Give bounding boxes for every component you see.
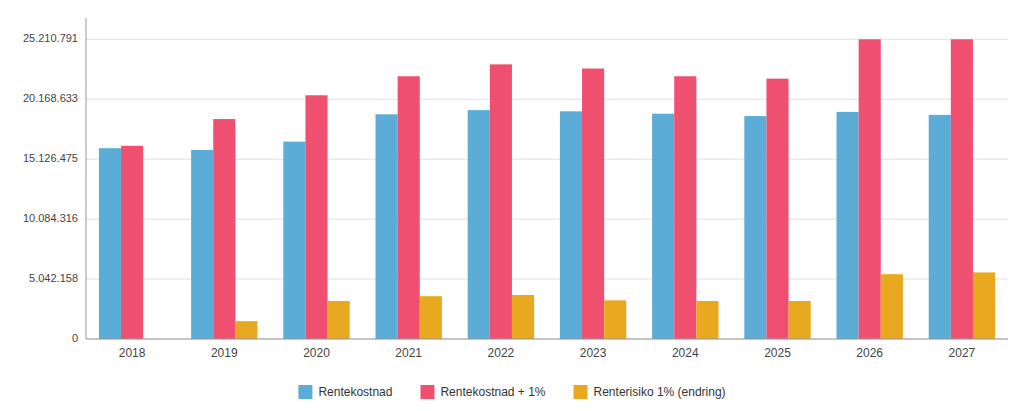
x-tick-label: 2018: [119, 346, 146, 360]
bar: [305, 95, 327, 339]
legend-swatch: [298, 385, 312, 399]
y-tick-label: 25.210.791: [23, 32, 78, 44]
x-tick-label: 2020: [303, 346, 330, 360]
grid: [86, 39, 1008, 339]
x-ticks: 2018 2019 2020 2021 2022 2023 2024 2025 2026 2027: [119, 346, 976, 360]
legend: Rentekostnad Rentekostnad + 1% Renterisiko…: [298, 385, 725, 399]
legend-item: Rentekostnad + 1%: [420, 385, 545, 399]
y-tick-label: 0: [72, 332, 78, 344]
bar: [99, 148, 121, 339]
bar: [744, 116, 766, 339]
bar: [376, 114, 398, 339]
bar: [283, 142, 305, 339]
bar: [766, 79, 788, 339]
bar: [604, 300, 626, 339]
x-tick-label: 2023: [580, 346, 607, 360]
bar: [468, 110, 490, 339]
bar: [235, 321, 257, 339]
bar: [213, 119, 235, 339]
bar: [398, 76, 420, 339]
y-tick-label: 15.126.475: [23, 152, 78, 164]
bar-series: [235, 272, 995, 339]
grid-line: [86, 339, 1008, 340]
x-tick-label: 2026: [856, 346, 883, 360]
bar: [951, 39, 973, 339]
bar: [652, 114, 674, 339]
legend-item: Rentekostnad: [298, 385, 392, 399]
bar: [582, 69, 604, 339]
bar: [328, 301, 350, 339]
bar: [837, 112, 859, 339]
legend-swatch: [420, 385, 434, 399]
y-tick-label: 20.168.633: [23, 92, 78, 104]
bar: [696, 301, 718, 339]
bar: [929, 115, 951, 339]
bar: [973, 272, 995, 339]
x-tick-label: 2021: [395, 346, 422, 360]
legend-item: Renterisiko 1% (endring): [574, 385, 726, 399]
bar: [420, 296, 442, 339]
bars: [99, 39, 995, 339]
x-tick-label: 2025: [764, 346, 791, 360]
bar: [490, 64, 512, 339]
page: {"chart_data": {"type": "bar", "categori…: [0, 0, 1024, 411]
bar: [789, 301, 811, 339]
x-axis-line: [86, 339, 1008, 340]
bar: [121, 146, 143, 339]
x-tick-label: 2019: [211, 346, 238, 360]
y-ticks: 0 5.042.158 10.084.316 15.126.475 20.168.633…: [23, 32, 78, 344]
y-axis-line: [86, 18, 87, 339]
legend-swatch: [574, 385, 588, 399]
bar-series: [121, 39, 973, 339]
bar-series: [99, 110, 951, 339]
legend-label: Rentekostnad + 1%: [440, 385, 545, 399]
chart: 0 5.042.158 10.084.316 15.126.475 20.168.633…: [0, 0, 1024, 411]
legend-label: Renterisiko 1% (endring): [594, 385, 726, 399]
bar: [191, 150, 213, 339]
x-tick-label: 2024: [672, 346, 699, 360]
y-tick-label: 5.042.158: [29, 272, 78, 284]
legend-label: Rentekostnad: [318, 385, 392, 399]
bar: [859, 39, 881, 339]
bar: [881, 274, 903, 339]
bar: [560, 111, 582, 339]
bar: [674, 76, 696, 339]
x-tick-label: 2022: [488, 346, 515, 360]
x-tick-label: 2027: [949, 346, 976, 360]
bar: [512, 295, 534, 339]
y-tick-label: 10.084.316: [23, 212, 78, 224]
